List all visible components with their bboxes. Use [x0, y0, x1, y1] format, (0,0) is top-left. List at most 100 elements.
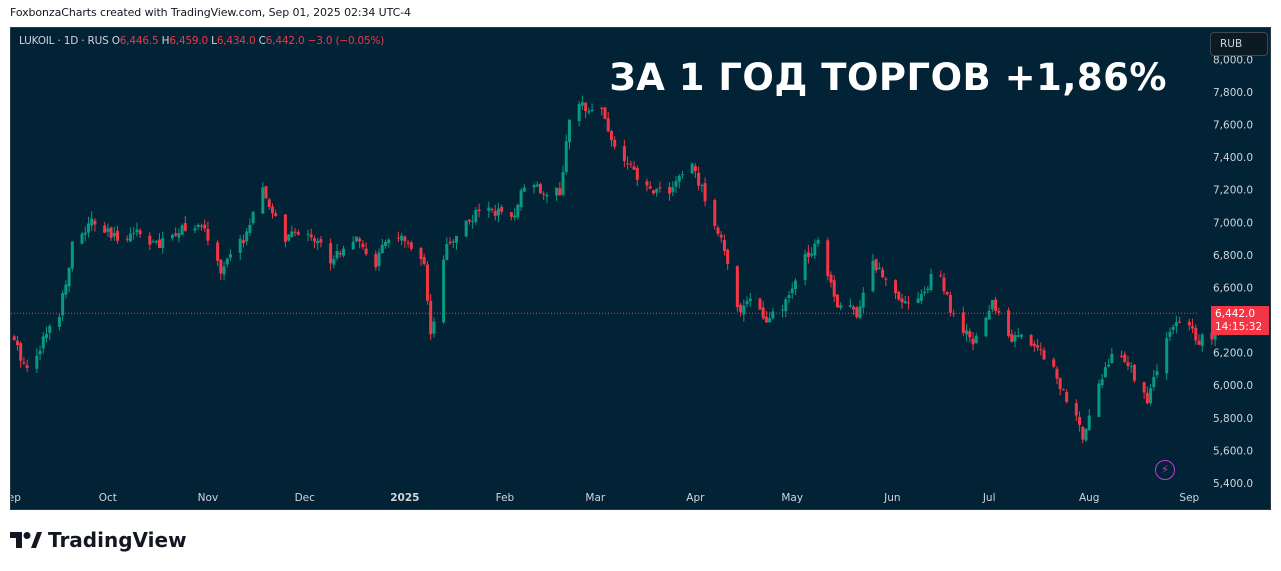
ohlc-legend: LUKOIL · 1D · RUS O6,446.5 H6,459.0 L6,4…: [19, 35, 384, 47]
candle-body: [1120, 355, 1124, 357]
candle-body: [196, 224, 200, 227]
y-tick-label: 7,400.0: [1213, 152, 1253, 164]
candle-body: [987, 310, 991, 320]
candle-body: [532, 185, 536, 188]
candle-body: [474, 209, 478, 222]
candle-body: [564, 141, 568, 173]
candle-body: [445, 243, 449, 260]
candle-body: [848, 305, 852, 307]
candle-body: [248, 224, 252, 233]
candle-body: [861, 292, 865, 308]
candle-body: [358, 238, 362, 242]
candle-body: [170, 234, 174, 239]
candle-body: [151, 241, 155, 243]
x-tick-label: Feb: [496, 492, 515, 504]
candle-body: [919, 293, 923, 301]
candle-body: [422, 257, 426, 264]
candle-body: [580, 102, 584, 106]
candle-body: [674, 181, 678, 187]
candle-body: [761, 307, 765, 319]
currency-button[interactable]: RUB: [1210, 32, 1268, 56]
candle-body: [858, 306, 862, 318]
lightning-icon[interactable]: ⚡: [1155, 460, 1175, 480]
candle-body: [1197, 340, 1201, 345]
candle-body: [338, 253, 342, 255]
x-tick-label: 2025: [390, 492, 419, 504]
candle-body: [448, 241, 452, 244]
candle-body: [35, 355, 39, 369]
candle-body: [1213, 331, 1217, 340]
candle-body: [952, 313, 956, 315]
candle-body: [535, 184, 539, 187]
candle-body: [451, 241, 455, 243]
candle-body: [877, 267, 881, 270]
candle-body: [626, 163, 630, 165]
candle-body: [1078, 416, 1082, 425]
candle-body: [332, 259, 336, 265]
candle-body: [1110, 353, 1114, 363]
candle-body: [148, 235, 152, 245]
candle-body: [635, 167, 639, 180]
candle-body: [561, 172, 565, 195]
candle-body: [787, 295, 791, 298]
candle-body: [342, 248, 346, 256]
candle-body: [500, 206, 504, 212]
x-tick-label: Apr: [686, 492, 705, 504]
x-tick-label: Aug: [1079, 492, 1100, 504]
candlestick-chart[interactable]: 5,400.05,600.05,800.06,000.06,200.06,400…: [11, 28, 1270, 509]
candle-body: [874, 259, 878, 271]
y-tick-label: 5,600.0: [1213, 445, 1253, 457]
candle-body: [67, 267, 71, 287]
candle-body: [261, 187, 265, 214]
candle-body: [671, 187, 675, 192]
candle-body: [409, 242, 413, 249]
candle-body: [1168, 331, 1172, 337]
candle-body: [826, 240, 830, 277]
candle-body: [680, 174, 684, 176]
candle-body: [125, 238, 129, 240]
candle-body: [590, 109, 594, 112]
tradingview-brand[interactable]: TradingView: [10, 528, 187, 552]
candle-body: [199, 225, 203, 227]
candle-body: [361, 243, 365, 248]
headline-annotation: ЗА 1 ГОД ТОРГОВ +1,86%: [609, 56, 1167, 99]
candle-body: [645, 181, 649, 186]
candle-body: [974, 335, 978, 344]
close-label: C: [258, 35, 266, 47]
candle-body: [677, 175, 681, 182]
symbol-label[interactable]: LUKOIL · 1D · RUS: [19, 35, 109, 47]
candle-body: [1194, 327, 1198, 341]
y-tick-label: 7,000.0: [1213, 217, 1253, 229]
candle-body: [306, 233, 310, 235]
candle-body: [319, 239, 323, 243]
candle-body: [693, 166, 697, 171]
candle-body: [735, 266, 739, 308]
candle-body: [45, 333, 49, 338]
x-tick-label: May: [781, 492, 803, 504]
candle-body: [1129, 365, 1133, 367]
candle-body: [490, 208, 494, 210]
candle-body: [296, 232, 300, 235]
candle-body: [80, 233, 84, 244]
candle-body: [522, 187, 526, 192]
candle-body: [22, 362, 26, 364]
y-tick-label: 6,000.0: [1213, 380, 1253, 392]
candle-body: [697, 172, 701, 186]
candle-body: [906, 302, 910, 304]
candle-body: [225, 258, 229, 265]
candle-body: [961, 312, 965, 333]
y-tick-label: 5,400.0: [1213, 478, 1253, 490]
candle-body: [903, 301, 907, 303]
candle-body: [93, 220, 97, 225]
candle-body: [1165, 338, 1169, 374]
chart-panel[interactable]: 5,400.05,600.05,800.06,000.06,200.06,400…: [10, 27, 1271, 510]
x-tick-label: Sep: [11, 492, 21, 504]
candle-body: [942, 277, 946, 292]
candle-body: [61, 293, 65, 316]
candle-body: [264, 186, 268, 199]
candle-body: [997, 311, 1001, 313]
candle-body: [606, 118, 610, 132]
candle-body: [57, 316, 61, 327]
candle-body: [1178, 321, 1182, 323]
x-tick-label: Mar: [585, 492, 605, 504]
